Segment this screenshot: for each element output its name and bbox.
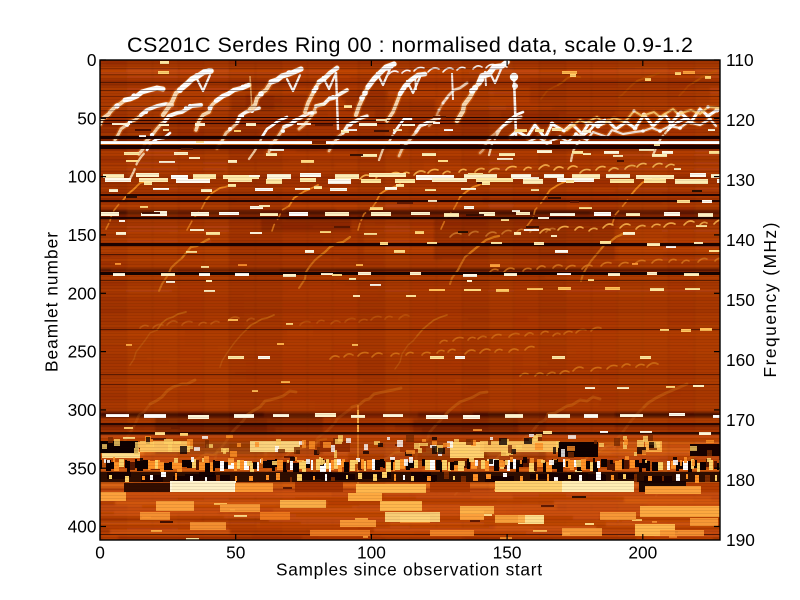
svg-text:160: 160 (726, 350, 755, 370)
svg-text:Frequency (MHz): Frequency (MHz) (760, 223, 780, 378)
svg-text:0: 0 (95, 542, 105, 562)
svg-text:130: 130 (726, 170, 755, 190)
svg-text:110: 110 (726, 50, 754, 70)
svg-text:300: 300 (68, 400, 97, 420)
svg-text:200: 200 (628, 542, 657, 562)
svg-text:400: 400 (68, 517, 97, 537)
svg-text:0: 0 (87, 50, 97, 70)
svg-text:Samples since observation star: Samples since observation start (276, 559, 542, 579)
svg-text:150: 150 (726, 290, 755, 310)
svg-text:Beamlet number: Beamlet number (41, 232, 61, 372)
svg-text:120: 120 (726, 110, 755, 130)
svg-text:250: 250 (68, 342, 97, 362)
svg-text:CS201C Serdes Ring 00 : normal: CS201C Serdes Ring 00 : normalised data,… (127, 33, 693, 57)
svg-text:50: 50 (77, 108, 96, 128)
svg-text:50: 50 (226, 542, 245, 562)
svg-text:170: 170 (726, 410, 755, 430)
svg-text:100: 100 (68, 167, 97, 187)
svg-text:180: 180 (726, 470, 755, 490)
svg-text:190: 190 (726, 530, 755, 550)
svg-text:350: 350 (68, 458, 97, 478)
svg-text:200: 200 (68, 283, 97, 303)
svg-text:140: 140 (726, 230, 755, 250)
svg-text:150: 150 (493, 542, 522, 562)
svg-text:100: 100 (357, 542, 386, 562)
svg-text:150: 150 (68, 225, 97, 245)
